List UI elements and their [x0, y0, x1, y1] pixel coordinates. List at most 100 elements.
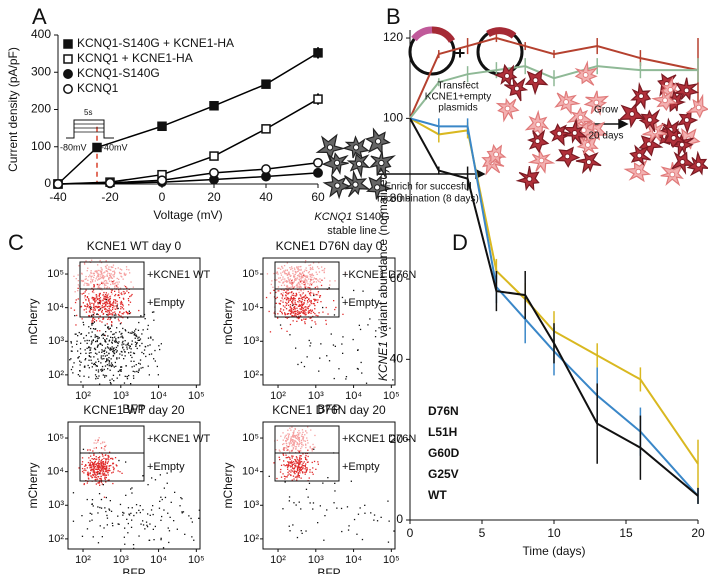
event-dot	[91, 287, 93, 290]
event-dot	[272, 286, 274, 288]
event-dot	[102, 484, 104, 486]
event-dot	[92, 319, 94, 322]
event-dot	[129, 301, 132, 303]
event-dot	[149, 514, 151, 516]
event-dot	[133, 333, 136, 335]
event-dot	[85, 260, 87, 262]
event-dot	[91, 331, 93, 333]
gate-label: +KCNE1 WT	[147, 269, 211, 281]
event-dot	[291, 308, 293, 310]
event-dot	[114, 282, 117, 284]
event-dot	[97, 439, 99, 441]
event-dot	[93, 447, 95, 449]
event-dot	[380, 516, 382, 518]
event-dot	[297, 433, 300, 436]
event-dot	[107, 457, 109, 459]
event-dot	[308, 271, 310, 273]
event-dot	[113, 274, 115, 276]
event-dot	[90, 475, 92, 477]
event-dot	[110, 324, 113, 326]
event-dot	[305, 452, 307, 455]
event-dot	[313, 448, 315, 450]
event-dot	[297, 469, 299, 472]
event-dot	[99, 330, 101, 332]
event-dot	[88, 293, 90, 295]
event-dot	[113, 307, 115, 309]
x-tick-label: 10²	[270, 554, 286, 566]
event-dot	[138, 535, 140, 537]
event-dot	[89, 449, 91, 451]
event-dot	[126, 348, 128, 350]
event-dot	[97, 482, 99, 484]
event-dot	[301, 319, 303, 321]
event-dot	[319, 281, 321, 283]
event-dot	[109, 296, 111, 298]
event-dot	[134, 371, 136, 373]
event-dot	[85, 299, 87, 301]
event-dot	[328, 287, 330, 289]
event-dot	[105, 308, 107, 310]
event-dot	[285, 454, 287, 456]
event-dot	[309, 273, 311, 276]
event-dot	[98, 375, 100, 377]
event-dot	[99, 273, 101, 275]
event-dot	[293, 294, 295, 297]
event-dot	[332, 344, 335, 346]
event-dot	[85, 334, 87, 337]
event-dot	[115, 302, 117, 304]
event-dot	[102, 465, 104, 467]
point	[261, 124, 271, 134]
event-dot	[101, 289, 103, 291]
event-dot	[286, 330, 288, 332]
event-dot	[287, 287, 289, 289]
event-dot	[291, 464, 293, 467]
event-dot	[91, 302, 93, 304]
event-dot	[101, 321, 103, 323]
event-dot	[122, 290, 124, 293]
event-dot	[97, 471, 99, 473]
event-dot	[296, 477, 298, 479]
event-dot	[291, 445, 293, 447]
event-dot	[311, 268, 313, 270]
event-dot	[314, 286, 316, 289]
event-dot	[287, 293, 289, 295]
event-dot	[131, 293, 133, 296]
event-dot	[313, 303, 315, 305]
event-dot	[133, 360, 135, 362]
event-dot	[181, 511, 183, 513]
event-dot	[118, 281, 120, 283]
event-dot	[91, 321, 93, 323]
series-line	[57, 52, 319, 185]
event-dot	[95, 305, 97, 308]
event-dot	[130, 383, 132, 385]
event-dot	[89, 462, 91, 464]
event-dot	[113, 347, 115, 349]
event-dot	[304, 295, 306, 297]
event-dot	[105, 305, 107, 307]
event-dot	[120, 275, 122, 277]
event-dot	[102, 276, 104, 278]
plot-title: KCNE1 WT day 20	[83, 403, 184, 417]
event-dot	[318, 294, 320, 297]
event-dot	[180, 497, 182, 499]
point	[209, 151, 219, 161]
event-dot	[364, 512, 366, 514]
event-dot	[122, 278, 124, 280]
event-dot	[94, 476, 96, 478]
event-dot	[302, 292, 304, 294]
event-dot	[112, 350, 114, 353]
event-dot	[310, 295, 312, 297]
event-dot	[297, 363, 299, 366]
event-dot	[191, 521, 193, 523]
event-dot	[144, 345, 146, 348]
event-dot	[128, 513, 130, 515]
legend-label: KCNQ1 + KCNE1-HA	[77, 51, 193, 65]
event-dot	[304, 306, 306, 308]
event-dot	[111, 458, 114, 460]
event-dot	[327, 477, 329, 479]
event-dot	[96, 330, 99, 332]
event-dot	[96, 298, 98, 300]
cell-nucleus	[585, 159, 592, 165]
event-dot	[92, 536, 94, 538]
event-dot	[100, 369, 102, 371]
